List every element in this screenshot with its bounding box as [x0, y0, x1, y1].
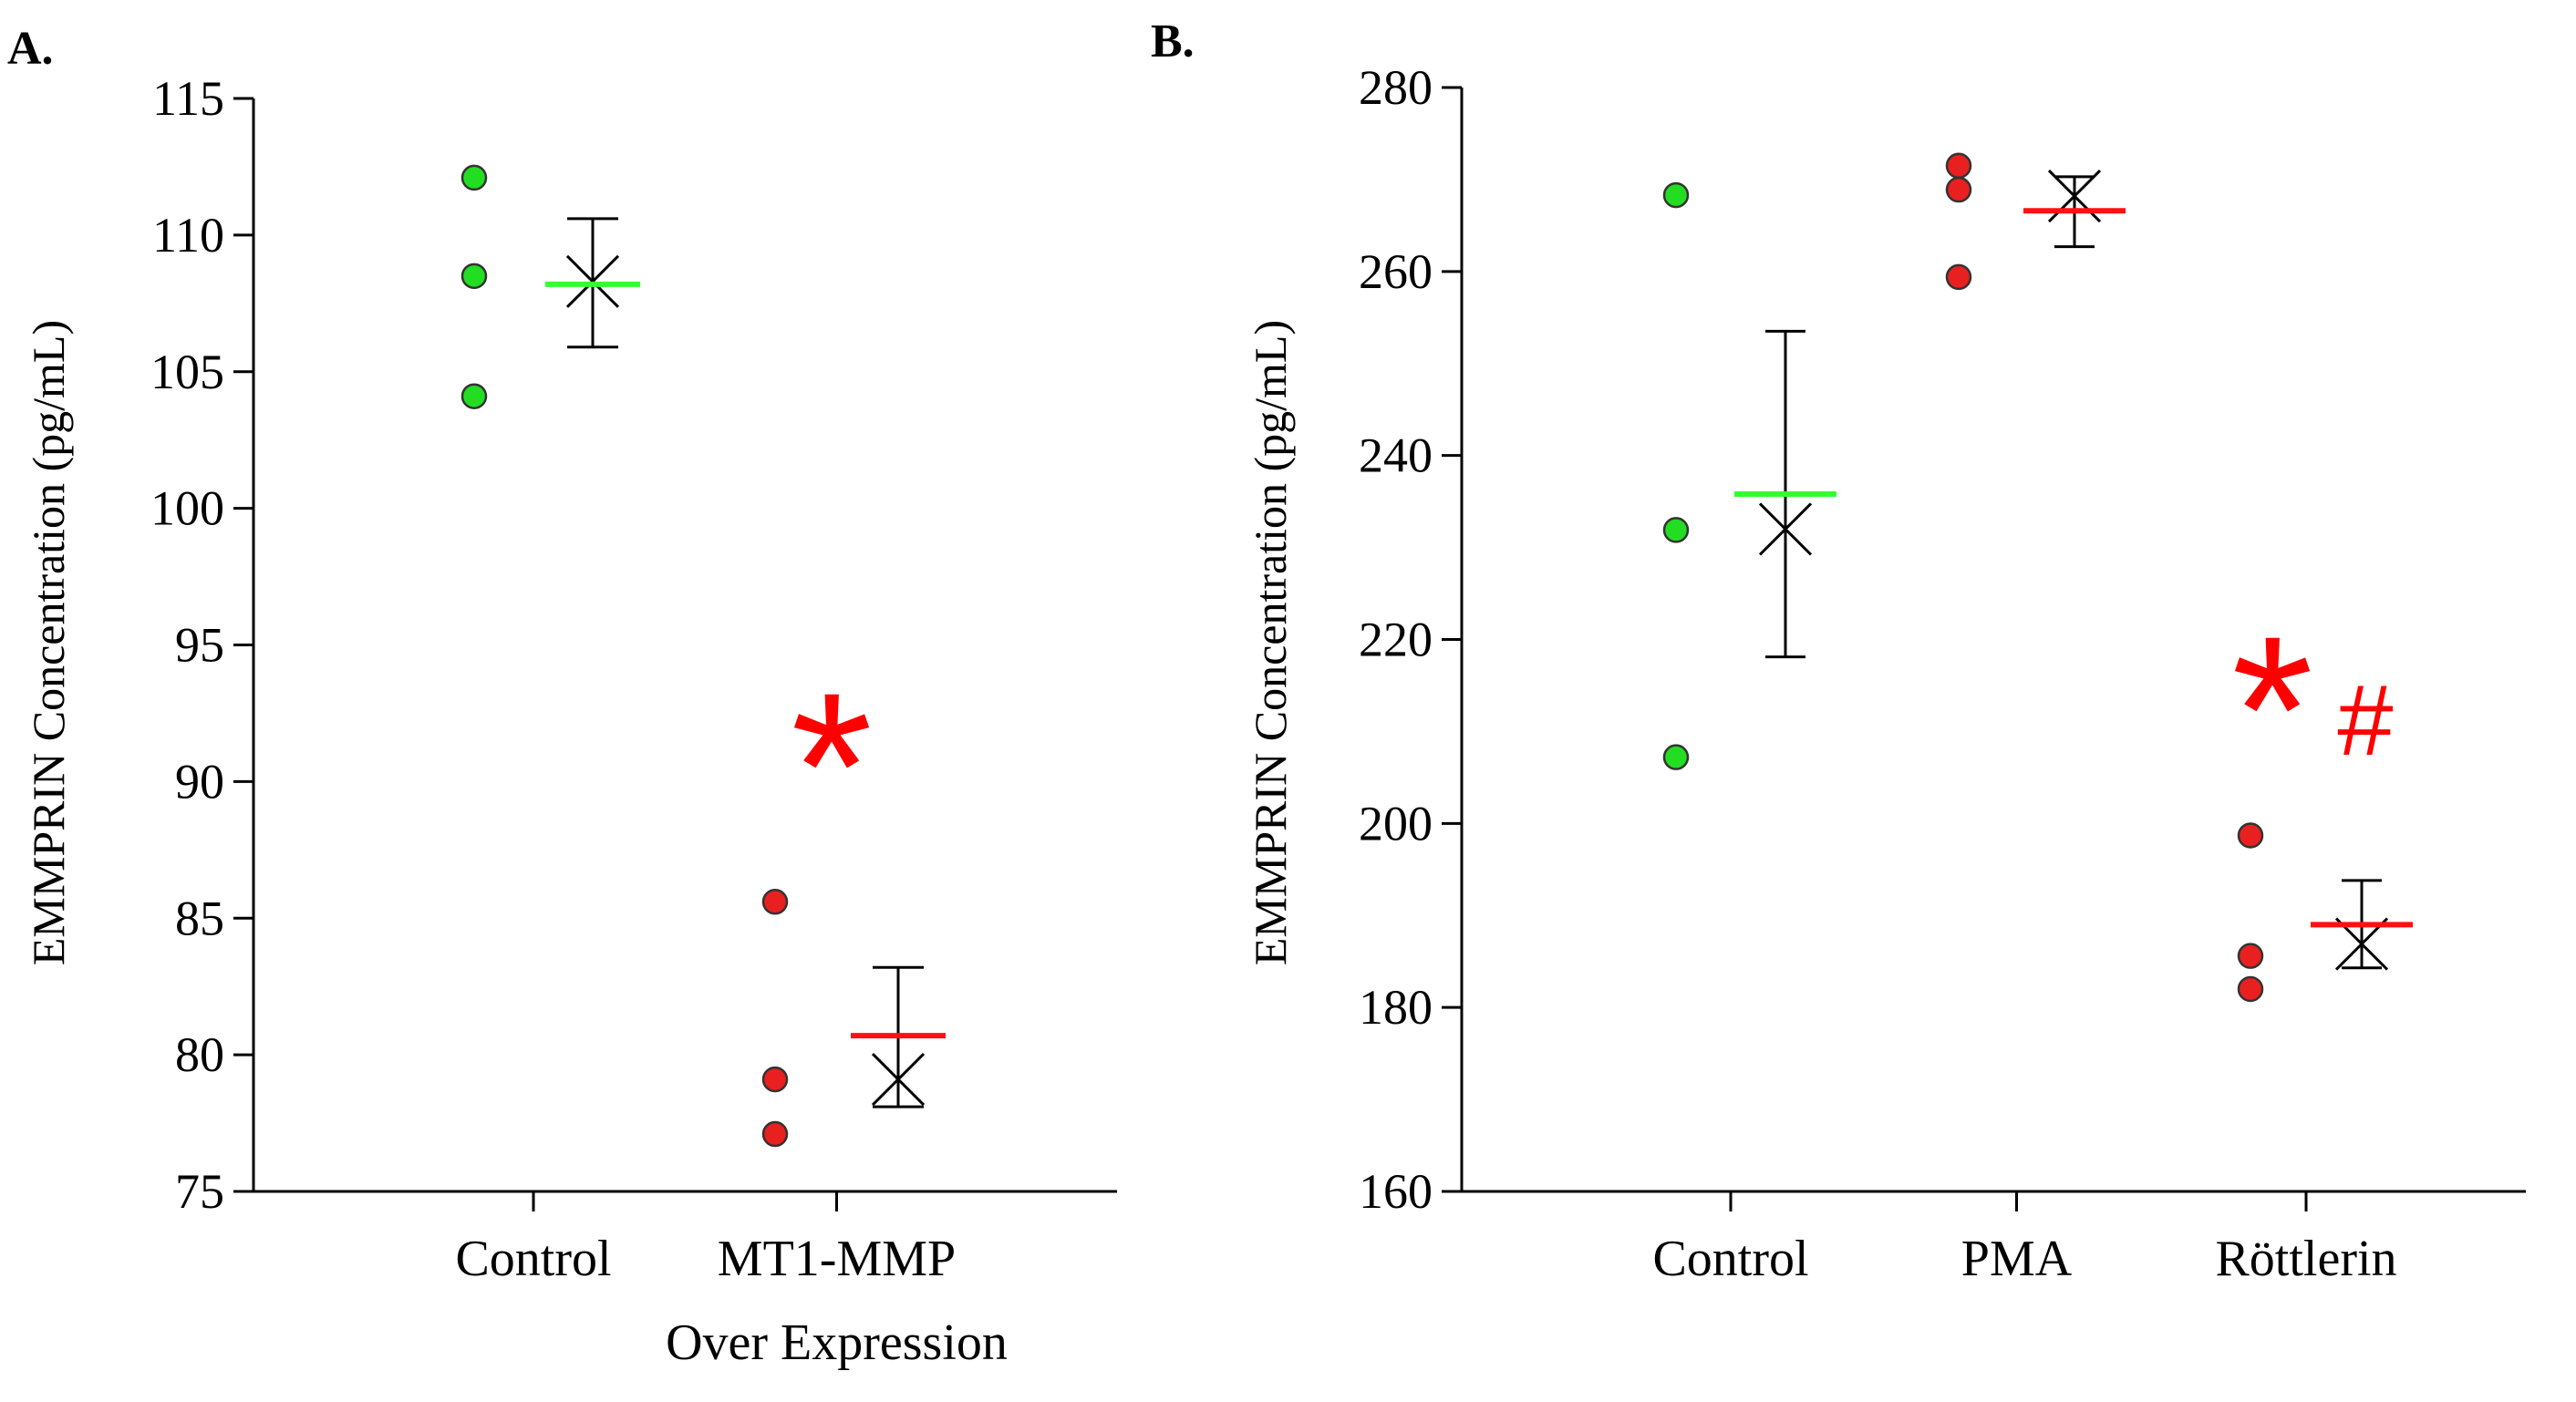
y-tick-label: 100	[150, 481, 224, 536]
y-tick-label: 90	[175, 754, 224, 809]
y-tick-label: 240	[1359, 428, 1433, 483]
y-tick-label: 260	[1359, 244, 1433, 299]
data-point	[2237, 975, 2264, 1003]
x-marker	[1758, 502, 1813, 556]
y-tick-label: 85	[175, 891, 224, 945]
data-point	[761, 1066, 789, 1093]
panel-a-category-labels: Control MT1-MMP Over Expression	[455, 1191, 1008, 1371]
y-tick-label: 280	[1359, 60, 1433, 115]
y-tick-label: 105	[150, 345, 224, 399]
panel-b-y-axis-label: EMMPRIN Concentration (pg/mL)	[1245, 320, 1296, 965]
panel-b: B. EMMPRIN Concentration (pg/mL) 160 180 2…	[1151, 15, 2526, 1287]
significance-hash: #	[2337, 665, 2393, 777]
data-point	[761, 1120, 789, 1148]
x-tick-label: Control	[1652, 1231, 1808, 1287]
data-point	[460, 164, 488, 191]
panel-a: A. EMMPRIN Concentration (pg/mL) 75 80 85 9…	[7, 23, 1117, 1371]
panel-b-letter: B.	[1151, 15, 1195, 67]
panel-b-marks: * #	[1662, 152, 2413, 1003]
significance-star: *	[791, 649, 873, 883]
y-tick-label: 110	[152, 208, 224, 263]
panel-a-y-axis-label: EMMPRIN Concentration (pg/mL)	[23, 320, 74, 965]
data-point	[1945, 176, 1972, 203]
x-tick-label: Over Expression	[666, 1314, 1008, 1371]
data-point	[460, 383, 488, 409]
x-tick-label: MT1-MMP	[718, 1231, 956, 1287]
panel-a-letter: A.	[7, 23, 54, 75]
x-marker	[871, 1053, 926, 1107]
data-point	[2237, 822, 2264, 849]
data-point	[1945, 152, 1972, 180]
significance-star: *	[2231, 593, 2313, 827]
data-point	[460, 263, 488, 290]
panel-b-axes	[1460, 88, 2526, 1193]
data-point	[1662, 181, 1690, 209]
x-tick-label: Control	[455, 1231, 611, 1287]
panel-a-marks: *	[460, 164, 946, 1148]
panel-b-y-ticks: 160 180 200 220 240 260 280	[1359, 60, 1462, 1219]
x-tick-label: PMA	[1961, 1231, 2073, 1287]
panel-b-category-labels: Control PMA Röttlerin	[1652, 1191, 2397, 1287]
y-tick-label: 80	[175, 1027, 224, 1082]
y-tick-label: 160	[1359, 1164, 1433, 1219]
data-point	[1662, 744, 1690, 770]
data-point	[2237, 943, 2264, 969]
y-tick-label: 180	[1359, 980, 1433, 1035]
data-point	[761, 889, 789, 915]
y-tick-label: 75	[175, 1164, 224, 1219]
y-tick-label: 115	[152, 71, 224, 126]
data-point	[1945, 263, 1972, 291]
y-tick-label: 200	[1359, 796, 1433, 850]
data-point	[1662, 517, 1690, 543]
y-tick-label: 220	[1359, 613, 1433, 667]
y-tick-label: 95	[175, 618, 224, 673]
panel-a-y-ticks: 75 80 85 90 95 100 105 110 115	[150, 71, 253, 1219]
x-tick-label: Röttlerin	[2215, 1231, 2396, 1287]
panel-a-axes	[252, 98, 1117, 1193]
